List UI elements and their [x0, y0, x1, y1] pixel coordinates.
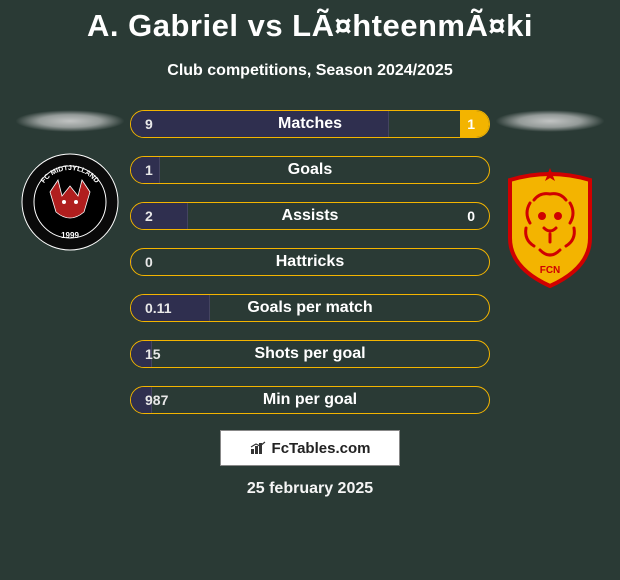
stat-row: 15Shots per goal: [130, 340, 490, 368]
page-subtitle: Club competitions, Season 2024/2025: [167, 62, 452, 80]
bar-chart-icon: [250, 441, 268, 455]
stat-label: Goals per match: [131, 295, 489, 321]
source-logo-text: FcTables.com: [272, 440, 371, 457]
stat-label: Assists: [131, 203, 489, 229]
stat-row: 987Min per goal: [130, 386, 490, 414]
midtjylland-badge-icon: FC MIDTJYLLAND 1999: [20, 152, 120, 252]
badge-year: 1999: [61, 231, 79, 240]
stat-value-right: 0: [467, 203, 475, 229]
player-placeholder-shadow: [15, 110, 125, 132]
stat-row: 0Hattricks: [130, 248, 490, 276]
stat-label: Hattricks: [131, 249, 489, 275]
stat-row: 0.11Goals per match: [130, 294, 490, 322]
right-team-badge: FCN: [500, 168, 600, 288]
page-title: A. Gabriel vs LÃ¤hteenmÃ¤ki: [87, 8, 533, 44]
stat-label: Min per goal: [131, 387, 489, 413]
stat-value-right: 1: [467, 111, 475, 137]
left-team-col: FC MIDTJYLLAND 1999: [10, 110, 130, 252]
date-label: 25 february 2025: [247, 480, 373, 498]
comparison-card: A. Gabriel vs LÃ¤hteenmÃ¤ki Club competi…: [0, 0, 620, 580]
stats-column: 9Matches11Goals2Assists00Hattricks0.11Go…: [130, 110, 490, 414]
stat-row: 9Matches1: [130, 110, 490, 138]
player-placeholder-shadow: [495, 110, 605, 132]
body-row: FC MIDTJYLLAND 1999 9Matches11Goals2Assi…: [0, 110, 620, 414]
source-logo[interactable]: FcTables.com: [220, 430, 400, 466]
right-team-col: FCN: [490, 110, 610, 288]
stat-label: Matches: [131, 111, 489, 137]
nordsjaelland-badge-icon: FCN: [500, 168, 600, 288]
left-team-badge: FC MIDTJYLLAND 1999: [20, 152, 120, 252]
stat-label: Goals: [131, 157, 489, 183]
stat-row: 1Goals: [130, 156, 490, 184]
badge-initials: FCN: [540, 265, 561, 276]
stat-label: Shots per goal: [131, 341, 489, 367]
stat-row: 2Assists0: [130, 202, 490, 230]
